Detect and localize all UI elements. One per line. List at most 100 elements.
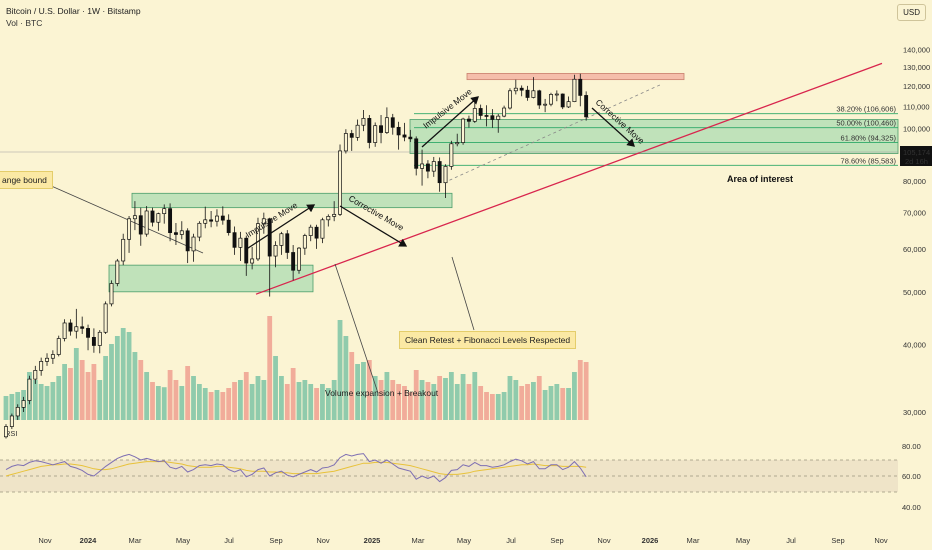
- volume-bar: [513, 380, 519, 420]
- volume-breakout-label: Volume expansion + Breakout: [325, 388, 439, 398]
- candle-up: [238, 237, 243, 248]
- volume-bar: [238, 380, 243, 420]
- zone-rect: [409, 119, 899, 154]
- time-tick-label: 2024: [80, 536, 98, 545]
- fib-label: 38.20% (106,606): [836, 105, 896, 114]
- candle-down: [86, 328, 90, 338]
- volume-bar: [308, 384, 314, 420]
- candle-up: [74, 326, 79, 332]
- move-arrow: [591, 107, 635, 147]
- candle-down: [578, 78, 583, 96]
- candle-up: [531, 90, 536, 98]
- candle-up: [443, 166, 448, 184]
- price-tick-label: 50,000: [903, 288, 926, 297]
- volume-bar: [109, 344, 114, 420]
- candle-down: [138, 215, 143, 235]
- fib-diagonal: [443, 83, 663, 184]
- time-tick-label: 2025: [364, 536, 381, 545]
- volume-bar: [349, 352, 355, 420]
- candle-up: [50, 354, 55, 359]
- candle-up: [27, 378, 32, 401]
- candle-up: [320, 219, 325, 239]
- candle-up: [355, 124, 360, 138]
- volume-bar: [279, 376, 284, 420]
- candle-down: [220, 215, 225, 221]
- currency-button[interactable]: USD: [897, 4, 926, 21]
- candle-up: [373, 125, 378, 143]
- candle-up: [39, 361, 44, 371]
- volume-bar: [460, 374, 466, 420]
- price-tag-box: [900, 146, 932, 166]
- candle-down: [168, 208, 173, 233]
- candle-down: [408, 136, 413, 140]
- clean-retest-note[interactable]: Clean Retest + Fibonacci Levels Respecte…: [399, 331, 577, 349]
- volume-bar: [560, 388, 566, 420]
- candle-up: [115, 260, 120, 284]
- candle-down: [537, 90, 542, 106]
- volume-bar: [73, 348, 79, 420]
- fib-label: 61.80% (94,325): [841, 133, 897, 142]
- price-axis[interactable]: 140,000130,000120,000110,000100,00090,00…: [900, 46, 932, 417]
- volume-bar: [267, 316, 273, 420]
- volume-bar: [443, 378, 448, 420]
- time-axis[interactable]: Nov 2024 Mar May Jul Sep Nov 2025 Mar May Jul Sep No…: [38, 536, 888, 545]
- rsi-panel: RSI 80.00 60.00 40.00: [0, 429, 921, 512]
- volume-bar: [484, 392, 489, 420]
- volume-bar: [114, 336, 120, 420]
- range-bound-note[interactable]: ange bound: [0, 171, 53, 189]
- time-tick-label: Jul: [506, 536, 516, 545]
- candle-down: [414, 138, 419, 169]
- volume-bar: [173, 380, 179, 420]
- candle-up: [191, 236, 196, 252]
- volume-bar: [50, 382, 56, 420]
- volume-bar: [85, 372, 91, 420]
- candle-up: [572, 78, 577, 102]
- volume-bar: [167, 370, 173, 420]
- candle-down: [267, 218, 272, 257]
- price-tag-value: 105,174: [903, 148, 930, 157]
- volume-bar: [396, 384, 402, 420]
- symbol-title[interactable]: Bitcoin / U.S. Dollar · 1W · Bitstamp: [6, 6, 141, 16]
- price-tag-countdown: 2d 16h: [905, 157, 928, 166]
- candle-up: [449, 143, 454, 167]
- volume-bar: [466, 384, 472, 420]
- candle-down: [173, 232, 178, 235]
- volume-bar: [261, 380, 267, 420]
- volume-bar: [273, 356, 278, 420]
- time-tick-label: Sep: [831, 536, 844, 545]
- volume-bar: [97, 380, 103, 420]
- retest-pointer: [451, 256, 475, 331]
- volume-bar: [179, 386, 185, 420]
- candle-up: [121, 238, 126, 262]
- candle-up: [279, 233, 284, 246]
- volume-bar: [384, 372, 390, 420]
- rsi-tick-label: 40.00: [902, 503, 921, 512]
- volume-pointer: [334, 263, 379, 394]
- volume-bar: [120, 328, 126, 420]
- volume-bar: [542, 390, 548, 420]
- candles: [4, 73, 589, 439]
- candle-up: [144, 210, 149, 235]
- volume-bar: [566, 388, 571, 420]
- candle-down: [244, 237, 249, 264]
- volume-bar: [202, 388, 208, 420]
- volume-bar: [191, 376, 196, 420]
- candle-down: [425, 163, 430, 172]
- candle-up: [338, 150, 342, 215]
- volume-bar: [507, 376, 513, 420]
- rsi-tick-label: 60.00: [902, 472, 921, 481]
- rsi-tick-label: 80.00: [902, 442, 921, 451]
- time-tick-label: Mar: [129, 536, 142, 545]
- volume-bar: [431, 384, 437, 420]
- volume-bar: [519, 386, 525, 420]
- candle-down: [68, 322, 73, 332]
- candle-up: [261, 218, 266, 225]
- volume-bar: [126, 332, 132, 420]
- time-tick-label: Sep: [269, 536, 282, 545]
- volume-bar: [32, 380, 38, 420]
- volume-bar: [407, 392, 413, 420]
- time-tick-label: Mar: [412, 536, 425, 545]
- candle-down: [584, 95, 589, 118]
- candle-up: [203, 219, 208, 224]
